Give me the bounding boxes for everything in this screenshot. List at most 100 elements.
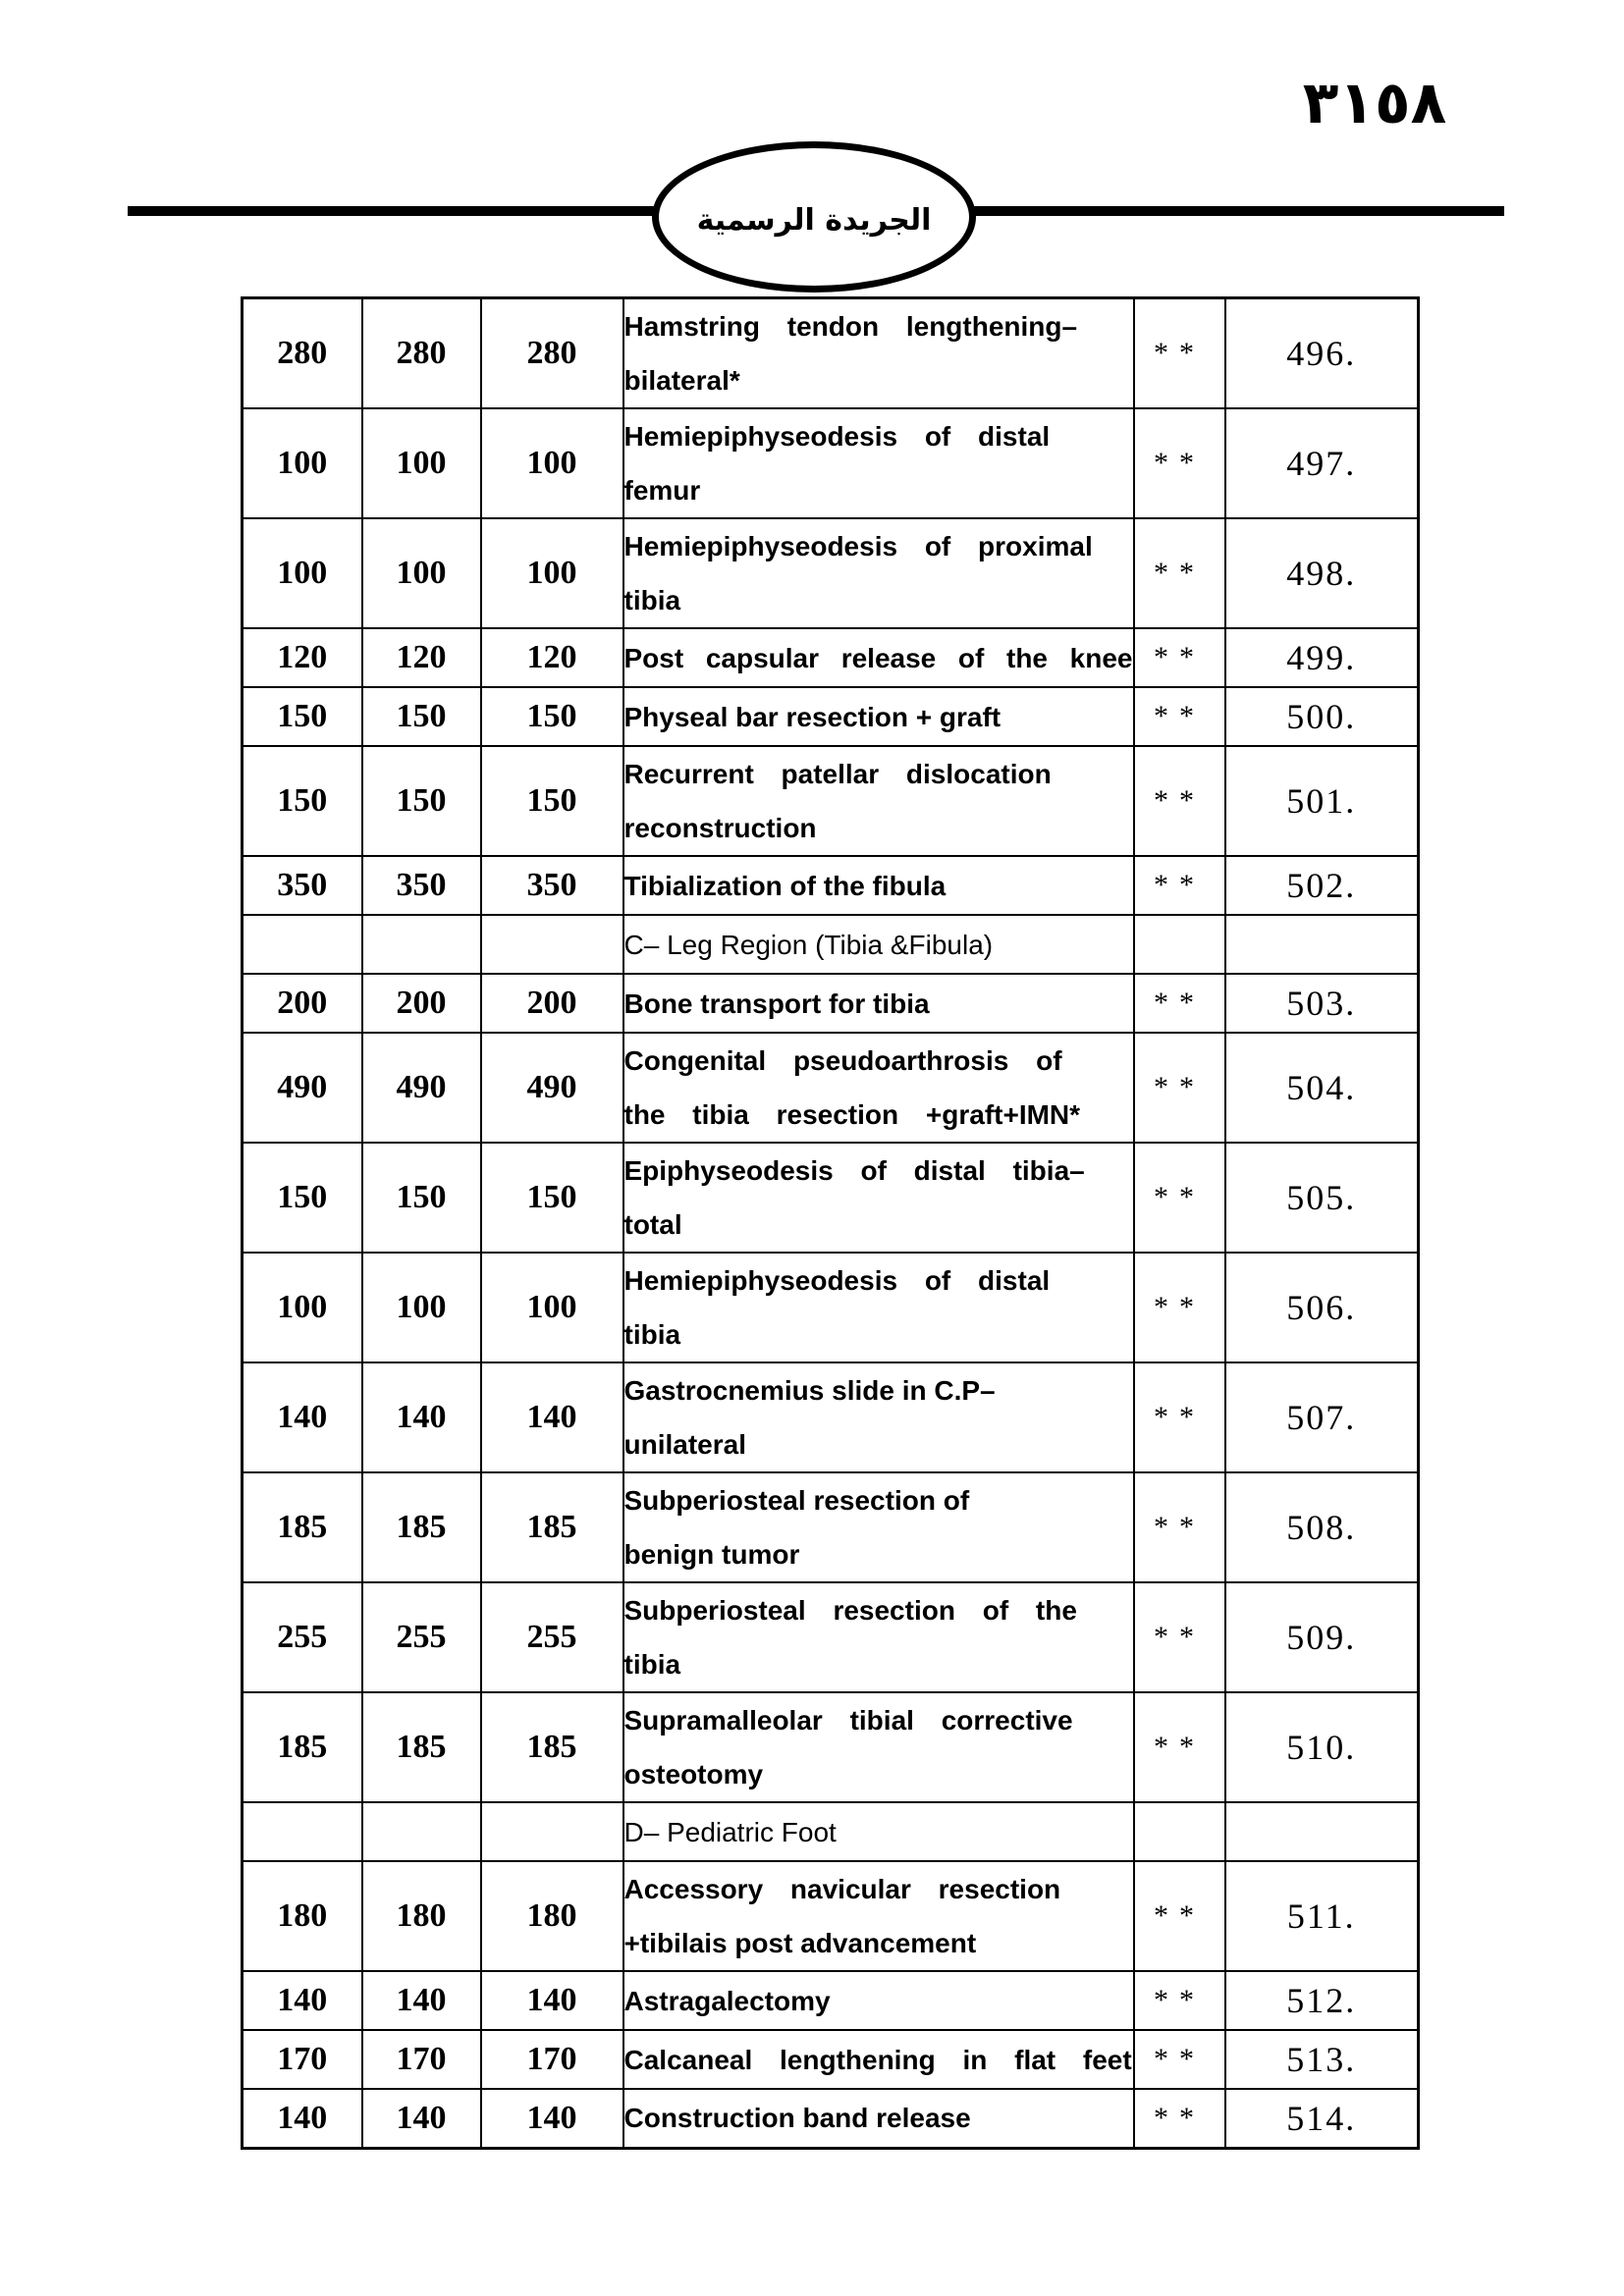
stars-cell: **: [1132, 517, 1226, 629]
price-cell-3: 185: [479, 1691, 624, 1803]
table-row: 150 150 150 Physeal bar resection + graf…: [241, 686, 1420, 747]
stars-cell: **: [1132, 1471, 1226, 1583]
reference-number-cell: 511.: [1223, 1860, 1420, 1972]
stars-cell: **: [1132, 745, 1226, 857]
price-cell-1: 140: [241, 1970, 363, 2031]
section-row: C– Leg Region (Tibia &Fibula): [241, 914, 1420, 975]
description-line: Astragalectomy: [623, 1985, 831, 2016]
price-cell-3: 140: [479, 2088, 624, 2149]
procedure-description-cell: Subperiosteal resection of benign tumor: [622, 1471, 1135, 1583]
price-cell-2: 140: [360, 1970, 482, 2031]
description-line: tibia: [623, 1319, 681, 1350]
description-line: Recurrent patellar dislocation: [623, 759, 1052, 789]
description-line: Supramalleolar tibial corrective: [623, 1705, 1073, 1735]
price-cell-1: 200: [241, 973, 363, 1034]
description-line: Hemiepiphyseodesis of proximal: [623, 531, 1093, 561]
reference-number-cell: 507.: [1223, 1362, 1420, 1473]
price-cell-1: 120: [241, 627, 363, 688]
stars-cell: **: [1132, 1860, 1226, 1972]
price-cell-3: 280: [479, 296, 624, 409]
price-cell-2: 490: [360, 1032, 482, 1144]
table-row: 100 100 100 Hemiepiphyseodesis of distal…: [241, 1252, 1420, 1363]
reference-number-cell: 514.: [1223, 2088, 1420, 2149]
fees-table: 280 280 280 Hamstring tendon lengthening…: [241, 296, 1420, 2150]
procedure-description-cell: Supramalleolar tibial corrective osteotom…: [622, 1691, 1135, 1803]
price-cell-3: 180: [479, 1860, 624, 1972]
description-line: Bone transport for tibia: [623, 988, 930, 1019]
price-cell-3: 150: [479, 1142, 624, 1254]
price-cell-1: 490: [241, 1032, 363, 1144]
price-cell-1: 170: [241, 2029, 363, 2090]
procedure-description-cell: C– Leg Region (Tibia &Fibula): [622, 914, 1135, 975]
price-cell-2: [360, 1801, 482, 1862]
description-line: tibia: [623, 585, 681, 615]
price-cell-2: 170: [360, 2029, 482, 2090]
stars-cell: **: [1132, 1252, 1226, 1363]
reference-number-cell: 506.: [1223, 1252, 1420, 1363]
gazette-title: الجريدة الرسمية: [696, 202, 932, 238]
fees-table-body: 280 280 280 Hamstring tendon lengthening…: [241, 296, 1420, 2149]
description-line: +tibilais post advancement: [623, 1928, 977, 1958]
price-cell-1: 180: [241, 1860, 363, 1972]
price-cell-2: 150: [360, 745, 482, 857]
procedure-description-cell: Calcaneal lengthening in flat feet: [622, 2029, 1135, 2090]
price-cell-3: 185: [479, 1471, 624, 1583]
description-line: femur: [623, 475, 701, 506]
price-cell-2: 140: [360, 2088, 482, 2149]
price-cell-2: [360, 914, 482, 975]
price-cell-1: 100: [241, 1252, 363, 1363]
section-row: D– Pediatric Foot: [241, 1801, 1420, 1862]
procedure-description-cell: Recurrent patellar dislocation reconstruc…: [622, 745, 1135, 857]
reference-number-cell: 508.: [1223, 1471, 1420, 1583]
procedure-description-cell: Hemiepiphyseodesis of proximal tibia: [622, 517, 1135, 629]
price-cell-1: 185: [241, 1471, 363, 1583]
price-cell-1: 140: [241, 1362, 363, 1473]
price-cell-2: 185: [360, 1471, 482, 1583]
price-cell-2: 120: [360, 627, 482, 688]
price-cell-3: 150: [479, 745, 624, 857]
table-row: 185 185 185 Subperiosteal resection of be…: [241, 1471, 1420, 1583]
table-row: 140 140 140 Construction band release **…: [241, 2088, 1420, 2149]
price-cell-2: 140: [360, 1362, 482, 1473]
procedure-description-cell: Tibialization of the fibula: [622, 855, 1135, 916]
procedure-description-cell: Accessory navicular resection +tibilais p…: [622, 1860, 1135, 1972]
description-line: Hemiepiphyseodesis of distal: [623, 421, 1051, 452]
price-cell-1: 150: [241, 745, 363, 857]
description-line: Post capsular release of the knee: [623, 642, 1133, 673]
price-cell-3: 255: [479, 1581, 624, 1693]
table-row: 350 350 350 Tibialization of the fibula …: [241, 855, 1420, 916]
table-row: 140 140 140 Gastrocnemius slide in C.P– u…: [241, 1362, 1420, 1473]
reference-number-cell: [1223, 914, 1420, 975]
procedure-description-cell: Epiphyseodesis of distal tibia– total: [622, 1142, 1135, 1254]
price-cell-3: [479, 1801, 624, 1862]
price-cell-1: 140: [241, 2088, 363, 2149]
price-cell-3: 140: [479, 1970, 624, 2031]
table-row: 150 150 150 Epiphyseodesis of distal tib…: [241, 1142, 1420, 1254]
stars-cell: **: [1132, 627, 1226, 688]
price-cell-1: 100: [241, 517, 363, 629]
table-row: 200 200 200 Bone transport for tibia ** …: [241, 973, 1420, 1034]
price-cell-1: 350: [241, 855, 363, 916]
page-number: ٣١٥٨: [1302, 69, 1447, 137]
reference-number-cell: [1223, 1801, 1420, 1862]
price-cell-2: 350: [360, 855, 482, 916]
table-row: 100 100 100 Hemiepiphyseodesis of distal…: [241, 407, 1420, 519]
price-cell-2: 100: [360, 1252, 482, 1363]
description-line: Physeal bar resection + graft: [623, 701, 1001, 732]
reference-number-cell: 505.: [1223, 1142, 1420, 1254]
table-row: 180 180 180 Accessory navicular resectio…: [241, 1860, 1420, 1972]
description-line: D– Pediatric Foot: [623, 1816, 837, 1847]
stars-cell: **: [1132, 1970, 1226, 2031]
reference-number-cell: 499.: [1223, 627, 1420, 688]
stars-cell: [1132, 1801, 1226, 1862]
procedure-description-cell: Construction band release: [622, 2088, 1135, 2149]
description-line: Calcaneal lengthening in flat feet: [623, 2044, 1132, 2075]
description-line: Epiphyseodesis of distal tibia–: [623, 1155, 1085, 1186]
price-cell-1: 280: [241, 296, 363, 409]
procedure-description-cell: Bone transport for tibia: [622, 973, 1135, 1034]
reference-number-cell: 503.: [1223, 973, 1420, 1034]
reference-number-cell: 513.: [1223, 2029, 1420, 2090]
table-row: 280 280 280 Hamstring tendon lengthening…: [241, 296, 1420, 409]
procedure-description-cell: Hamstring tendon lengthening– bilateral*: [622, 296, 1135, 409]
description-line: Subperiosteal resection of the: [623, 1595, 1077, 1626]
